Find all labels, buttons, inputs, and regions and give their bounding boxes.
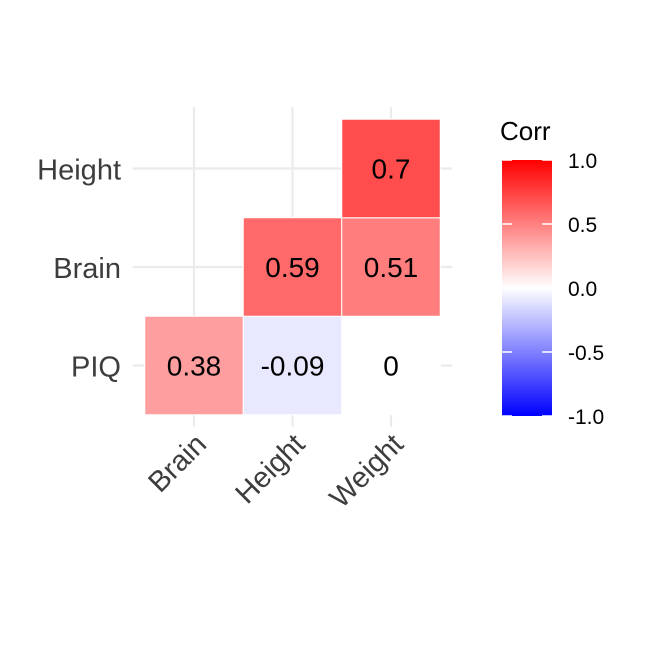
cell-value-label: 0.7	[372, 154, 411, 185]
heatmap-cell-height-weight	[341, 118, 441, 219]
x-tick-label-height: Height	[230, 428, 312, 510]
legend-tick-label: -0.5	[568, 342, 604, 365]
x-tick-label-brain: Brain	[142, 428, 213, 499]
heatmap-cells	[144, 118, 441, 416]
legend-tick-label: 1.0	[568, 150, 597, 173]
cell-value-label: 0	[383, 351, 399, 382]
cell-value-label: 0.59	[265, 252, 320, 283]
cell-value-label: 0.51	[364, 252, 419, 283]
heatmap-cell-brain-height	[242, 217, 343, 317]
y-tick-label-brain: Brain	[53, 253, 121, 285]
x-tick-label-weight: Weight	[324, 428, 410, 514]
cell-value-labels: 0.38 -0.09 0 0.59 0.51 0.7	[167, 154, 419, 382]
cell-value-label: 0.38	[167, 351, 222, 382]
y-tick-label-height: Height	[37, 155, 121, 187]
heatmap-cell-brain-weight	[341, 217, 441, 317]
legend-tick-label: -1.0	[568, 406, 604, 429]
heatmap-cell-piq-brain	[144, 315, 244, 416]
legend-tick-label: 0.5	[568, 214, 597, 237]
y-tick-label-piq: PIQ	[71, 352, 121, 384]
heatmap-cell-piq-weight	[341, 315, 441, 416]
legend-tick-label: 0.0	[568, 278, 597, 301]
legend: Corr 1.0 0.5 0.0 -0.5 -1.0	[500, 116, 604, 429]
cell-value-label: -0.09	[261, 351, 325, 382]
legend-title: Corr	[500, 116, 551, 146]
